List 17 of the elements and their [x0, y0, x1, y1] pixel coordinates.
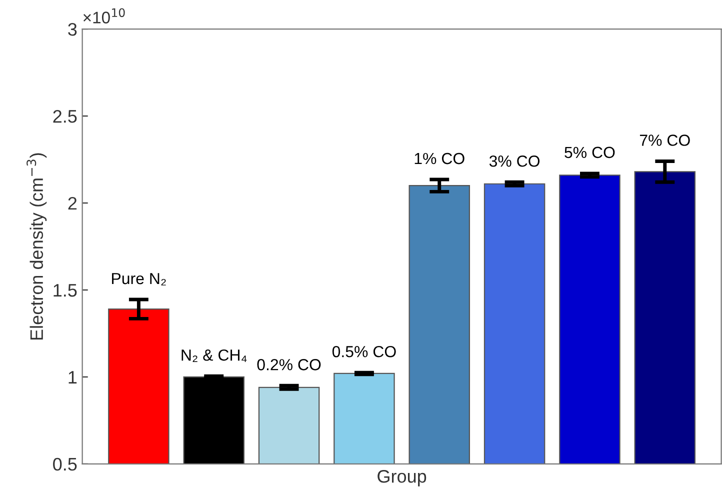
x-tick-label: 0.2% CO: [257, 359, 321, 370]
x-tick-label: 0.5% CO: [332, 346, 396, 358]
x-tick-label: Pure N₂: [112, 273, 166, 286]
x-tick-label: 5% CO: [564, 146, 615, 158]
text: ×10$^{10}$: [83, 8, 125, 24]
y-tick-label: 1.5: [54, 284, 77, 297]
y-axis-title: Electron density (cm$^{−3}$): [26, 153, 47, 340]
x-tick-label: 1% CO: [414, 152, 464, 164]
y-tick-label: 2: [68, 196, 77, 210]
y-tick-label: 2.5: [53, 110, 77, 123]
x-tick-label: 7% CO: [640, 134, 690, 146]
x-tick-label: N₂ & CH₄: [182, 349, 247, 362]
y-tick-label: 1: [68, 371, 77, 384]
x-axis-title: Group: [378, 470, 426, 486]
y-tick-label: 3: [68, 22, 77, 36]
x-tick-label: 3% CO: [489, 155, 540, 167]
y-tick-label: 0.5: [53, 458, 77, 471]
